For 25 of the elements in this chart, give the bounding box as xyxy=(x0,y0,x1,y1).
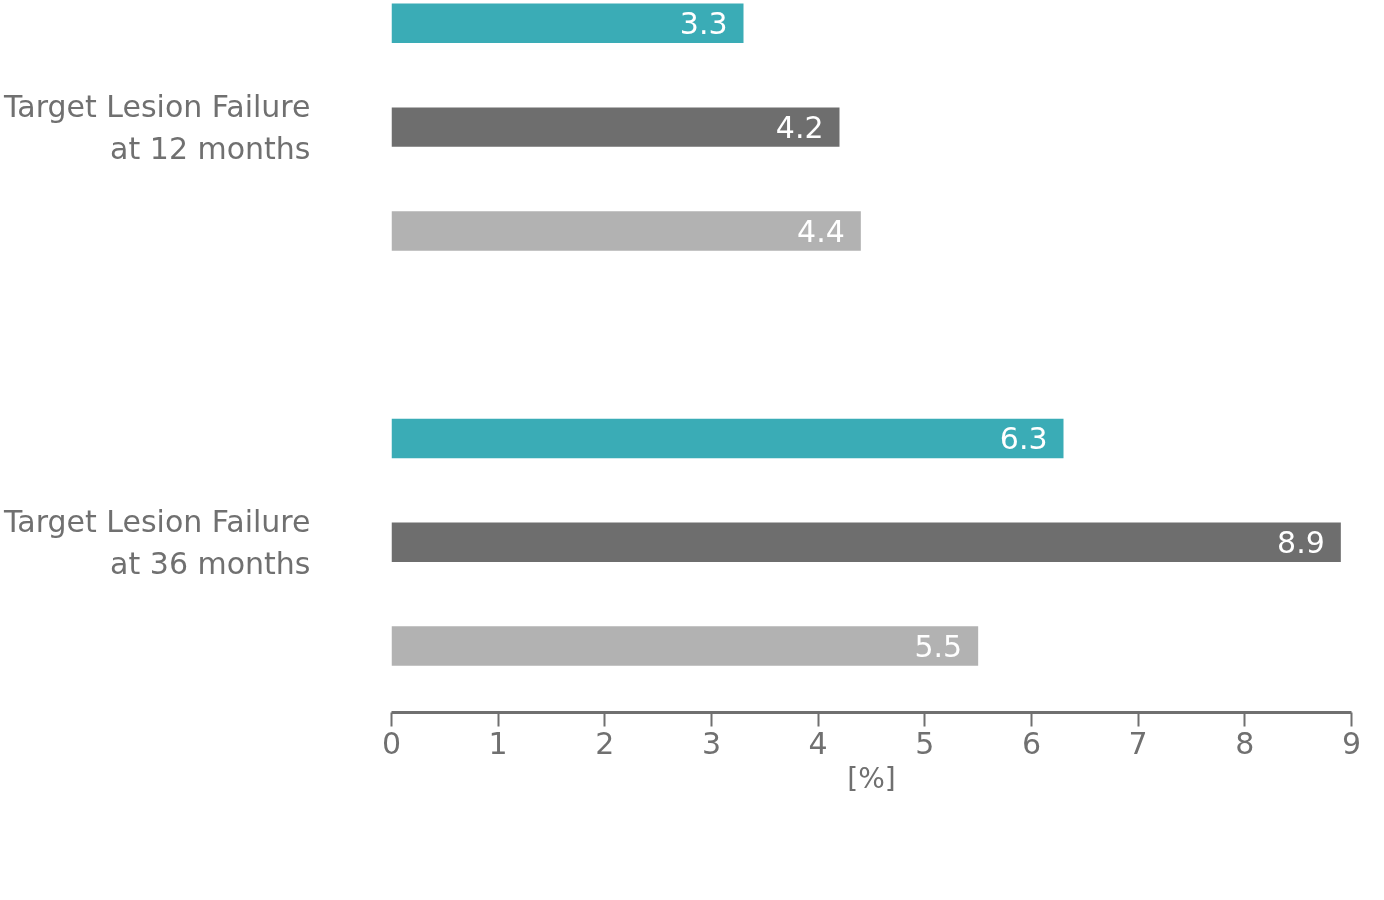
x-tick-label: 0 xyxy=(381,725,402,761)
x-axis-title: [%] xyxy=(847,761,896,795)
data-label: 4.2 xyxy=(775,110,824,146)
data-label: 3.3 xyxy=(679,6,728,42)
x-tick-label: 3 xyxy=(701,725,722,761)
data-label: 4.4 xyxy=(797,213,845,249)
y-tick-label: Target Lesion Failure at 12 months xyxy=(2,88,311,166)
data-label: 8.9 xyxy=(1277,525,1325,561)
x-tick-label: 8 xyxy=(1235,725,1255,761)
bar xyxy=(391,626,979,666)
bar xyxy=(391,418,1064,459)
y-tick-label: Target Lesion Failure at 36 months xyxy=(2,503,311,581)
x-tick-label: 5 xyxy=(915,725,935,761)
data-label: 6.3 xyxy=(999,421,1048,457)
bar xyxy=(391,211,861,251)
x-tick-label: 9 xyxy=(1341,725,1362,761)
x-tick-label: 2 xyxy=(595,725,615,761)
x-tick-label: 4 xyxy=(808,725,828,761)
x-tick-label: 7 xyxy=(1128,725,1148,761)
x-tick-label: 6 xyxy=(1021,725,1042,761)
data-label: 5.5 xyxy=(914,629,963,665)
bar xyxy=(391,522,1341,562)
x-tick-label: 1 xyxy=(488,725,508,761)
bar xyxy=(391,3,744,44)
bar xyxy=(391,107,840,147)
